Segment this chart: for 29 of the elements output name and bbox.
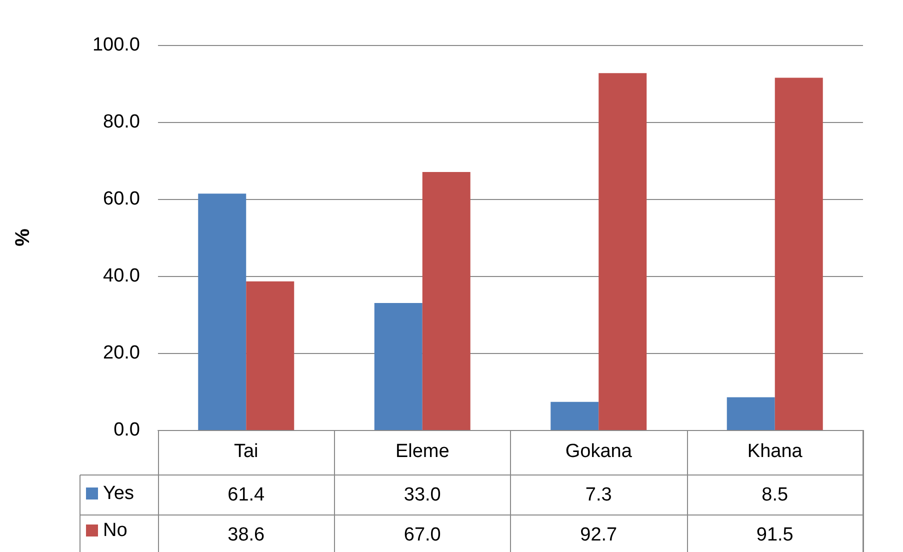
- y-tick-label: 20.0: [103, 342, 140, 364]
- y-tick-label: 40.0: [103, 266, 140, 286]
- data-label: 67.0: [404, 524, 441, 546]
- bar: [374, 302, 422, 430]
- y-tick-label: 0.0: [114, 420, 140, 440]
- y-tick-label: 100.0: [92, 34, 140, 56]
- bar: [774, 78, 823, 430]
- data-label: 92.7: [580, 524, 618, 546]
- data-label: 91.5: [756, 524, 794, 546]
- data-label: 38.6: [228, 524, 265, 546]
- y-tick-label: 60.0: [103, 188, 140, 210]
- bar: [550, 402, 599, 430]
- bar: [726, 397, 775, 430]
- y-axis-title: %: [12, 228, 34, 246]
- legend-label: No: [103, 520, 128, 541]
- y-tick-label: 80.0: [103, 112, 140, 132]
- legend-label: Yes: [103, 483, 134, 504]
- data-label: 61.4: [228, 484, 266, 506]
- x-tick-label: Tai: [234, 441, 258, 462]
- bar: [422, 172, 470, 430]
- bar: [198, 194, 246, 430]
- x-tick-label: Eleme: [395, 441, 450, 462]
- bar: [598, 73, 647, 430]
- data-label: 7.3: [585, 484, 612, 506]
- data-label: 8.5: [762, 484, 788, 506]
- bar: [246, 281, 294, 430]
- x-tick-label: Khana: [747, 441, 803, 462]
- x-tick-label: Gokana: [565, 441, 632, 462]
- data-label: 33.0: [404, 484, 441, 506]
